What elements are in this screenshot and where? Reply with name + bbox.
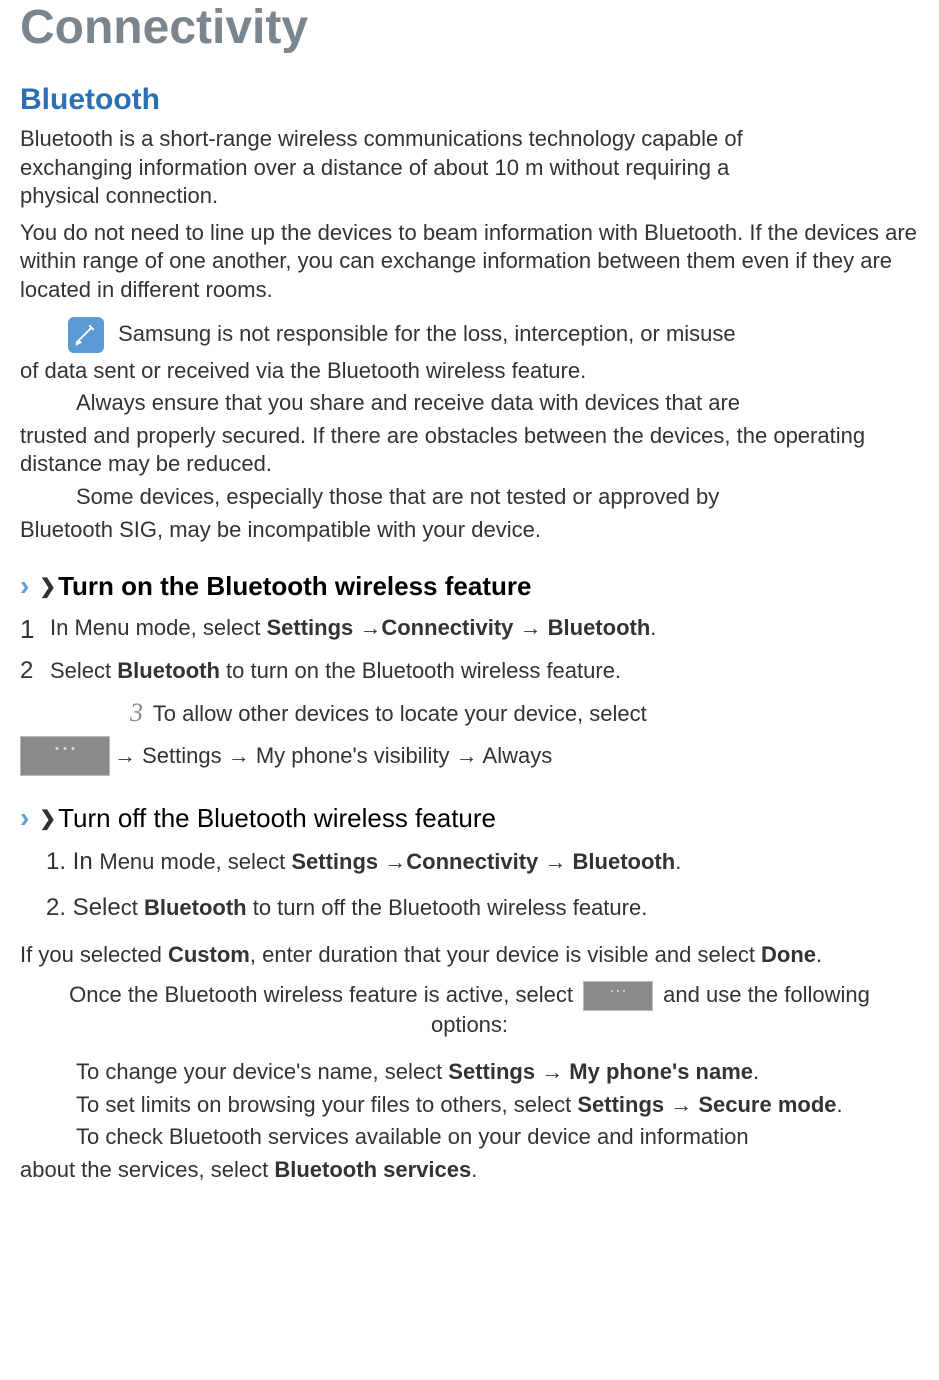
custom-b1: Custom — [168, 942, 250, 967]
off-s2-post: to turn off the Bluetooth wireless featu… — [247, 895, 648, 920]
o2-b: Settings → Secure mode — [577, 1092, 836, 1117]
note-2-line-a: Always ensure that you share and receive… — [76, 390, 740, 415]
off-s1-b2: Connectivity — [406, 849, 544, 874]
off-s1-end: . — [675, 849, 681, 874]
off-s1-mid: Menu mode, select — [99, 849, 291, 874]
chevron-icon: › — [20, 570, 29, 602]
chevron-small-icon-2: ❯ — [39, 806, 56, 831]
active-row: Once the Bluetooth wireless feature is a… — [20, 981, 919, 1040]
step-1-arr1: → — [359, 615, 381, 640]
note-block: Samsung is not responsible for the loss,… — [20, 317, 919, 545]
off-s1-pre: 1. In — [46, 848, 99, 875]
o1-end: . — [753, 1059, 759, 1084]
step-number-1: 1 — [20, 614, 50, 645]
turn-on-step-2: 2 Select Bluetooth to turn on the Blueto… — [20, 657, 919, 686]
off-s2-pre: 2. Sele — [46, 894, 121, 921]
step-number-3: 3 — [130, 698, 143, 727]
o3-end: . — [471, 1157, 477, 1182]
o3-b: Bluetooth services — [274, 1157, 471, 1182]
step-3-text: To allow other devices to locate your de… — [147, 701, 647, 726]
turn-off-step-2: 2. Select Bluetooth to turn off the Blue… — [20, 892, 919, 923]
page-title: Connectivity — [20, 0, 919, 55]
turn-on-heading: › ❯ Turn on the Bluetooth wireless featu… — [20, 570, 919, 602]
o1-pre: To change your device's name, select — [76, 1059, 448, 1084]
step-number-2: 2 — [20, 657, 50, 685]
note-1-line-b: of data sent or received via the Bluetoo… — [20, 357, 919, 386]
turn-on-step-1: 1 In Menu mode, select Settings →Connect… — [20, 614, 919, 645]
off-s1-arr1: → — [384, 849, 406, 874]
step-1-b3: Bluetooth — [548, 615, 651, 640]
option-2: To set limits on browsing your files to … — [20, 1091, 919, 1120]
option-3: To check Bluetooth services available on… — [20, 1123, 919, 1152]
step-1-pre: In Menu mode, select — [50, 615, 266, 640]
intro-paragraph-1: Bluetooth is a short-range wireless comm… — [20, 125, 780, 211]
step-1-b1: Settings — [266, 615, 359, 640]
step-2-pre: Select — [50, 658, 117, 683]
intro-paragraph-2: You do not need to line up the devices t… — [20, 219, 919, 305]
o2-end: . — [837, 1092, 843, 1117]
o3-pre: To check Bluetooth services available on… — [76, 1124, 749, 1149]
step-1-end: . — [650, 615, 656, 640]
o1-b: Settings → My phone's name — [448, 1059, 753, 1084]
step-1-arr2: → — [520, 615, 548, 640]
note-item-3: Some devices, especially those that are … — [20, 483, 919, 512]
note-item-1: Samsung is not responsible for the loss,… — [20, 317, 919, 353]
step-2-post: to turn on the Bluetooth wireless featur… — [220, 658, 621, 683]
custom-end: . — [816, 942, 822, 967]
off-s2-mid: ct — [121, 895, 144, 920]
chevron-small-icon: ❯ — [39, 574, 56, 599]
turn-on-step-3: 3 To allow other devices to locate your … — [20, 698, 919, 729]
custom-mid: , enter duration that your device is vis… — [250, 942, 761, 967]
note-item-2: Always ensure that you share and receive… — [20, 389, 919, 418]
turn-off-heading: › ❯ Turn off the Bluetooth wireless feat… — [20, 802, 919, 834]
turn-off-heading-text: Turn off the Bluetooth wireless feature — [58, 803, 496, 834]
option-1: To change your device's name, select Set… — [20, 1058, 919, 1087]
note-2-line-b: trusted and properly secured. If there a… — [20, 422, 919, 479]
menu-icon-box — [20, 736, 110, 776]
off-s2-b: Bluetooth — [144, 895, 247, 920]
turn-off-step-1: 1. In Menu mode, select Settings →Connec… — [20, 846, 919, 877]
section-bluetooth: Bluetooth — [20, 83, 919, 117]
turn-on-heading-text: Turn on the Bluetooth wireless feature — [58, 571, 531, 602]
step-1-b2: Connectivity — [381, 615, 519, 640]
note-icon — [68, 317, 104, 353]
off-s1-b3: Bluetooth — [573, 849, 676, 874]
off-s1-arr2: → — [544, 849, 572, 874]
custom-pre: If you selected — [20, 942, 168, 967]
step-2-b: Bluetooth — [117, 658, 220, 683]
note-3-line-a: Some devices, especially those that are … — [76, 484, 719, 509]
custom-b2: Done — [761, 942, 816, 967]
custom-paragraph: If you selected Custom, enter duration t… — [20, 941, 919, 970]
visibility-path: → Settings → My phone's visibility → Alw… — [114, 743, 552, 769]
visibility-path-row: → Settings → My phone's visibility → Alw… — [20, 736, 919, 776]
o2-pre: To set limits on browsing your files to … — [76, 1092, 577, 1117]
off-s1-b1: Settings — [291, 849, 384, 874]
note-3-line-b: Bluetooth SIG, may be incompatible with … — [20, 516, 919, 545]
option-3-cont: about the services, select Bluetooth ser… — [20, 1156, 919, 1185]
menu-icon-box-small — [583, 981, 653, 1011]
chevron-icon-2: › — [20, 802, 29, 834]
active-pre: Once the Bluetooth wireless feature is a… — [69, 982, 579, 1007]
note-1-line-a: Samsung is not responsible for the loss,… — [118, 320, 736, 345]
o3-mid: about the services, select — [20, 1157, 274, 1182]
